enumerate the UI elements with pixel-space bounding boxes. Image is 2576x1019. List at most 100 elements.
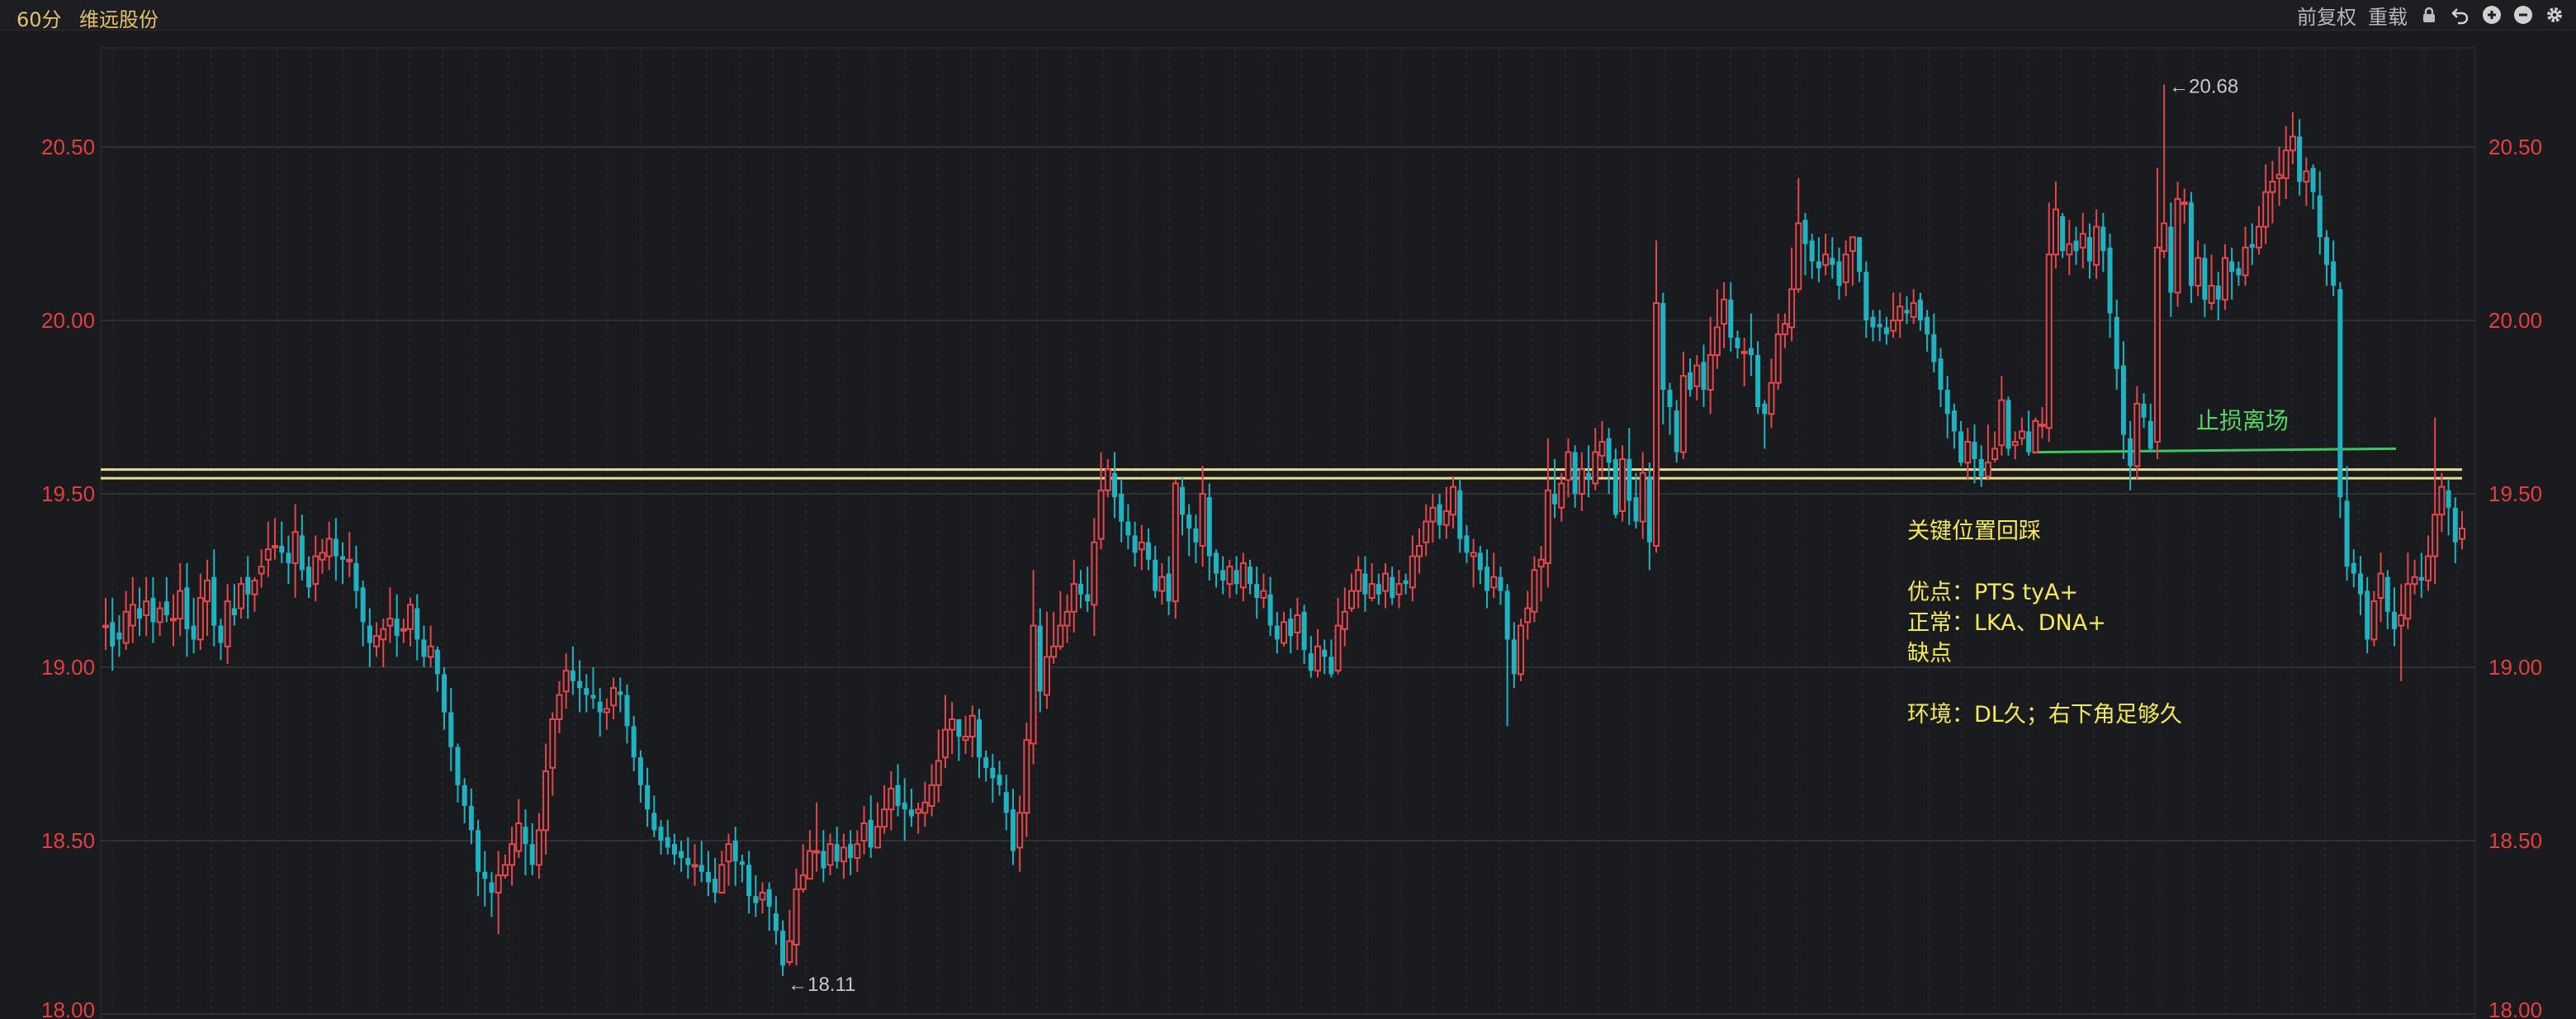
chart-toolbar: 60分 维远股份 前复权 重载 <box>0 0 2576 31</box>
annotation-line: 正常：LKA、DNA+ <box>1907 610 2106 636</box>
candle-body-down <box>2344 500 2350 567</box>
y-tick-label-right: 19.50 <box>2488 481 2542 506</box>
candle-body-up <box>1043 656 1050 696</box>
candle-body-up <box>1382 572 1390 592</box>
candle-body-down <box>1464 535 1470 553</box>
stock-name[interactable]: 维远股份 <box>79 8 159 31</box>
candle-body-down <box>685 858 691 865</box>
candle-body-up <box>1063 610 1071 627</box>
candle-body-up <box>840 846 847 863</box>
candle-body-up <box>501 864 509 877</box>
candle-body-up <box>860 822 868 841</box>
candle-body-down <box>2202 258 2208 300</box>
candle-body-up <box>1057 624 1064 647</box>
candle-body-down <box>902 802 907 810</box>
candle-body-down <box>218 625 224 643</box>
candle-body-down <box>482 871 488 879</box>
candle-body-up <box>2161 222 2168 252</box>
toolbar-actions: 前复权 重载 <box>2297 2 2564 29</box>
candle-body-up <box>2011 441 2019 447</box>
annotation-line: 环境：DL久；右下角足够久 <box>1907 702 2182 728</box>
candle-body-down <box>658 827 664 841</box>
zoom-out-icon[interactable] <box>2513 5 2533 25</box>
candle-body-up <box>1578 468 1585 495</box>
candle-body-up <box>1565 451 1572 481</box>
candle-body-up <box>272 545 279 548</box>
undo-icon[interactable] <box>2451 5 2470 25</box>
candle-body-up <box>2174 198 2181 294</box>
candle-body-down <box>1572 452 1578 494</box>
candle-body-down <box>353 563 359 591</box>
candle-body-down <box>489 882 495 893</box>
candle-body-up <box>941 728 949 759</box>
candle-body-down <box>1179 486 1185 515</box>
candle-body-up <box>1639 472 1646 523</box>
candle-body-up <box>935 760 942 786</box>
reload-button[interactable]: 重载 <box>2368 5 2408 29</box>
candle-body-down <box>279 546 285 553</box>
candle-body-down <box>2168 226 2174 293</box>
candle-body-up <box>1531 569 1538 613</box>
candle-body-down <box>679 851 684 858</box>
candle-body-down <box>137 608 143 619</box>
candle-body-down <box>1111 472 1117 498</box>
candle-body-down <box>834 844 840 862</box>
candle-body-down <box>245 576 251 595</box>
candle-body-down <box>1390 576 1395 598</box>
candle-body-down <box>1362 573 1368 595</box>
candle-body-down <box>631 726 637 758</box>
candle-body-down <box>414 608 420 640</box>
candle-body-up <box>888 788 895 811</box>
candle-body-down <box>163 601 169 615</box>
candle-body-up <box>1409 555 1416 589</box>
candle-body-up <box>1470 552 1477 557</box>
gear-icon[interactable] <box>2545 5 2564 25</box>
candle-body-up <box>786 940 793 964</box>
candle-body-up <box>224 600 231 647</box>
candle-body-down <box>1951 410 1957 432</box>
candles <box>102 84 2465 976</box>
candle-body-up <box>915 808 922 814</box>
candlestick-chart[interactable]: 18.00 18.00 18.50 18.50 19.00 19.00 19.50 19.50… <box>0 30 2576 1019</box>
candle-body-down <box>1646 476 1652 543</box>
candle-body-down <box>150 598 156 623</box>
candle-body-down <box>665 837 670 848</box>
candle-body-up <box>2262 191 2270 228</box>
candle-body-down <box>2060 216 2066 251</box>
candle-body-up <box>759 892 766 901</box>
candle-body-up <box>1537 558 1545 568</box>
candle-body-up <box>2181 201 2188 206</box>
candle-body-down <box>2100 226 2106 251</box>
plot-frame <box>100 47 2476 1019</box>
candle-body-down <box>455 746 461 785</box>
candle-body-up <box>1091 541 1098 606</box>
candle-body-up <box>2032 419 2039 453</box>
candle-body-up <box>2242 246 2249 277</box>
candle-body-down <box>1498 576 1503 591</box>
candle-body-down <box>1085 594 1091 602</box>
candle-body-up <box>170 618 178 622</box>
candle-body-up <box>1707 354 1714 391</box>
zoom-in-icon[interactable] <box>2482 5 2502 25</box>
candle-body-down <box>651 813 657 831</box>
candle-body-up <box>535 829 542 866</box>
candle-body-up <box>2424 555 2432 581</box>
candle-body-down <box>2365 590 2370 640</box>
lock-icon[interactable] <box>2419 5 2439 25</box>
candle-body-down <box>1877 324 1882 328</box>
restore-rights-button[interactable]: 前复权 <box>2297 5 2356 29</box>
candle-body-up <box>1423 520 1430 543</box>
candle-body-down <box>1267 594 1273 626</box>
candle-body-up <box>1896 306 1904 322</box>
y-tick-label-left: 20.00 <box>41 308 95 333</box>
candle-body-down <box>306 566 312 588</box>
period-selector[interactable]: 60分 <box>17 8 62 31</box>
candle-body-down <box>421 639 427 657</box>
candle-body-up <box>2133 402 2141 467</box>
candle-body-down <box>570 671 575 681</box>
candle-body-down <box>2391 611 2397 629</box>
candle-body-up <box>156 607 163 623</box>
candle-body-up <box>2066 243 2073 256</box>
candle-body-down <box>1125 521 1131 536</box>
candle-body-up <box>1281 621 1287 644</box>
